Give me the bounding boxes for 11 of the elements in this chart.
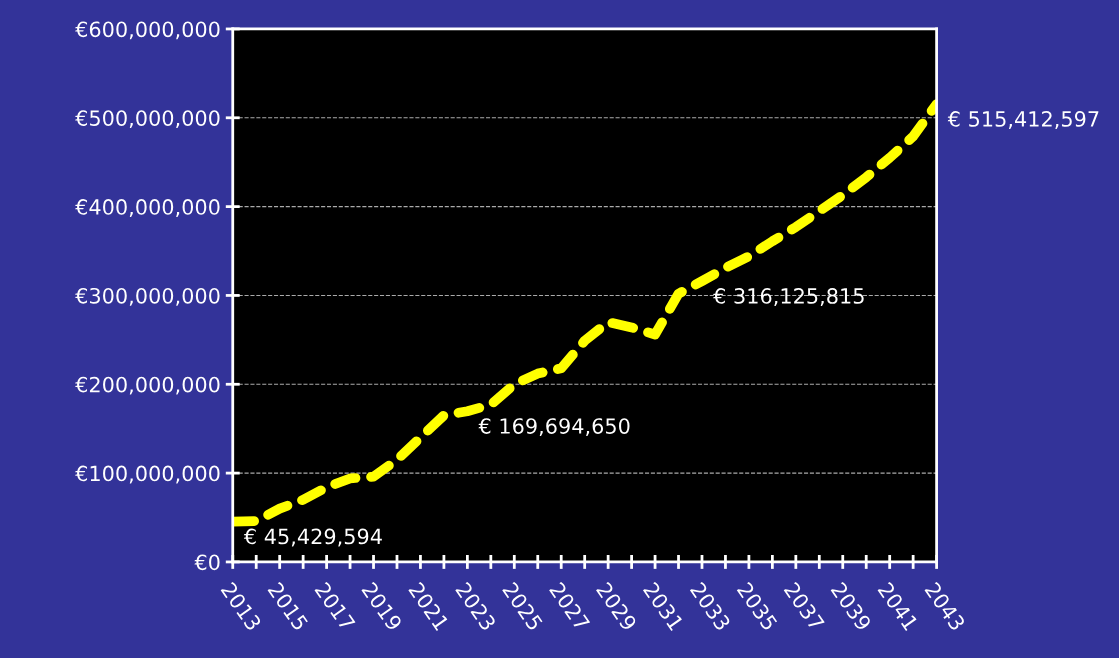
data-label: € 169,694,650 (478, 418, 630, 437)
y-tick-label: €100,000,000 (75, 465, 220, 484)
y-tick-label: €300,000,000 (75, 287, 220, 306)
data-label: € 316,125,815 (713, 288, 864, 306)
y-tick-label: €500,000,000 (75, 110, 220, 129)
y-tick-label: €600,000,000 (75, 21, 220, 40)
y-tick-label: €200,000,000 (75, 376, 220, 395)
data-label: € 515,412,597 (947, 111, 1099, 129)
y-tick-label: €0 (194, 554, 220, 571)
y-tick-label: €400,000,000 (75, 199, 220, 217)
data-label: € 45,429,594 (243, 528, 382, 547)
